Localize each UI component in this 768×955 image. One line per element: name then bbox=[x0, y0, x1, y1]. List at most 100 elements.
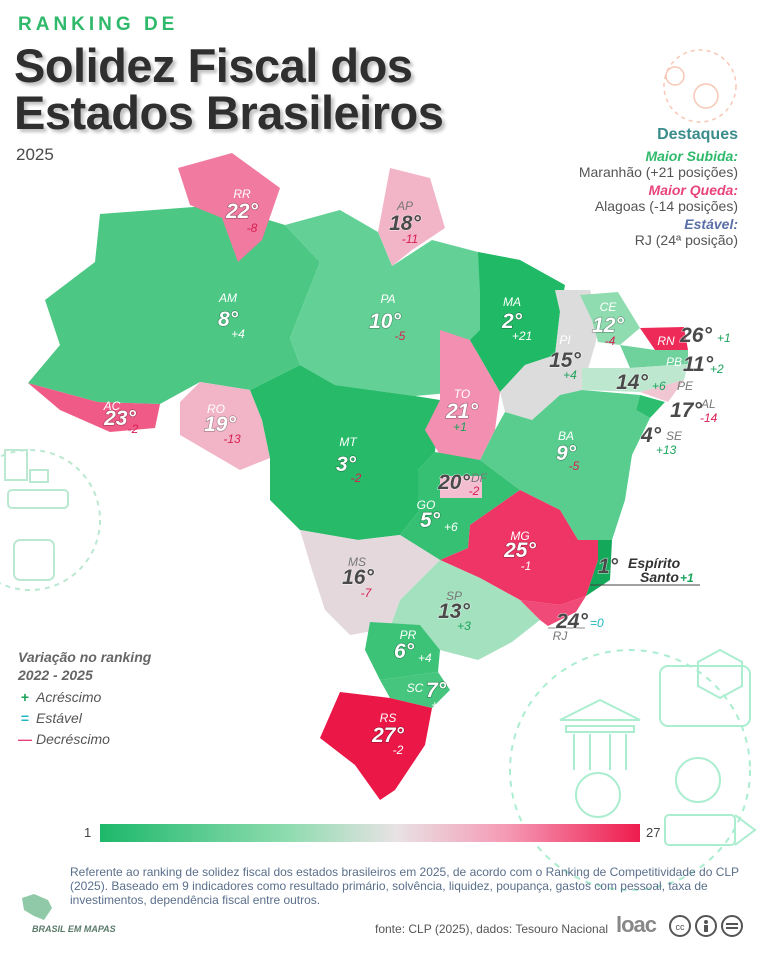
state-ba bbox=[480, 390, 650, 540]
footnote: Referente ao ranking de solidez fiscal d… bbox=[70, 865, 739, 907]
legend-title-2: 2022 - 2025 bbox=[18, 667, 93, 683]
label-ma-abbr: MA bbox=[503, 295, 521, 309]
label-ba-change: -5 bbox=[569, 459, 580, 473]
decorative-city-icon bbox=[0, 449, 101, 591]
state-rn bbox=[640, 327, 688, 350]
state-sc bbox=[380, 672, 450, 708]
state-rs bbox=[320, 692, 432, 800]
fall-value: Alagoas (-14 posições) bbox=[594, 198, 738, 214]
label-ro-change: -13 bbox=[223, 432, 241, 446]
scale-max-label: 27 bbox=[646, 825, 661, 840]
label-ap-rank: 18° bbox=[389, 212, 421, 235]
label-ac-change: -2 bbox=[128, 422, 139, 436]
label-ba-abbr: BA bbox=[558, 429, 574, 443]
label-rr-abbr: RR bbox=[233, 187, 251, 201]
label-go-rank: 5° bbox=[420, 509, 441, 532]
label-ce-rank: 12° bbox=[592, 314, 624, 337]
state-mg bbox=[440, 490, 612, 605]
label-to-change: +1 bbox=[453, 420, 467, 434]
state-al bbox=[640, 380, 684, 402]
state-pb bbox=[620, 345, 688, 368]
rise-value: Maranhão (+21 posições) bbox=[578, 164, 738, 180]
label-pr-change: +4 bbox=[418, 651, 432, 665]
label-sc-abbr: SC bbox=[407, 681, 424, 695]
label-pe-change: +6 bbox=[652, 379, 666, 393]
publisher-logo: loac bbox=[616, 912, 657, 937]
state-ma bbox=[470, 252, 565, 392]
label-sp-abbr: SP bbox=[446, 589, 462, 603]
label-rn-abbr: RN bbox=[657, 334, 675, 348]
label-mg-abbr: MG bbox=[510, 529, 529, 543]
label-es-name2: Santo bbox=[640, 569, 679, 585]
state-rj bbox=[520, 596, 586, 626]
label-rs-rank: 27° bbox=[371, 724, 404, 747]
label-pb-abbr: PB bbox=[666, 355, 682, 369]
legend-title-1: Variação no ranking bbox=[18, 649, 152, 665]
label-ro-rank: 19° bbox=[204, 413, 236, 436]
label-ba-rank: 9° bbox=[556, 442, 577, 465]
label-mt-change: -2 bbox=[351, 471, 362, 485]
state-pr bbox=[365, 622, 440, 680]
decorative-finance-icon bbox=[663, 49, 737, 123]
legend-label-stable: Estável bbox=[36, 710, 82, 726]
label-ma-rank: 2° bbox=[501, 310, 523, 333]
state-pe bbox=[582, 364, 688, 392]
year-label: 2025 bbox=[16, 145, 54, 164]
brand-name: BRASIL EM MAPAS bbox=[32, 924, 116, 934]
label-mt-rank: 3° bbox=[336, 453, 357, 476]
label-am-rank: 8° bbox=[218, 308, 239, 331]
label-pb-change: +2 bbox=[710, 362, 724, 376]
label-ms-rank: 16° bbox=[342, 566, 374, 589]
label-go-abbr: GO bbox=[417, 498, 436, 512]
state-sp bbox=[390, 560, 540, 660]
label-rr-change: -8 bbox=[247, 221, 258, 235]
legend-label-increase: Acréscimo bbox=[36, 689, 102, 705]
state-ro bbox=[180, 382, 270, 470]
color-scale-bar bbox=[100, 824, 640, 842]
highlights-panel: Destaques Maior Subida: Maranhão (+21 po… bbox=[478, 126, 738, 250]
label-es-change: +1 bbox=[680, 571, 694, 585]
label-sp-change: +3 bbox=[457, 619, 471, 633]
label-rn-rank: 26° bbox=[679, 324, 712, 347]
rise-label: Maior Subida: bbox=[645, 148, 738, 164]
highlights-heading: Destaques bbox=[657, 126, 738, 143]
scale-min-label: 1 bbox=[84, 825, 92, 840]
state-mt bbox=[250, 365, 440, 540]
label-sp-rank: 13° bbox=[438, 600, 470, 623]
label-df-abbr: DF bbox=[471, 471, 488, 485]
stable-value: RJ (24ª posição) bbox=[634, 232, 738, 248]
brazil-outline-logo bbox=[22, 894, 52, 920]
label-df-change: -2 bbox=[469, 484, 480, 498]
label-ac-abbr: AC bbox=[103, 399, 121, 413]
creative-commons-icon: cc bbox=[669, 915, 743, 937]
state-df bbox=[440, 476, 482, 498]
label-rn-change: +1 bbox=[717, 331, 731, 345]
label-pi-change: +4 bbox=[563, 368, 577, 382]
state-ap bbox=[378, 168, 445, 266]
label-to-abbr: TO bbox=[454, 387, 470, 401]
legend-item-stable: = Estável bbox=[18, 710, 151, 726]
label-am-abbr: AM bbox=[218, 291, 237, 305]
label-se-abbr: SE bbox=[666, 429, 683, 443]
label-mg-rank: 25° bbox=[503, 539, 536, 562]
state-rr bbox=[178, 153, 280, 262]
label-pr-abbr: PR bbox=[400, 628, 417, 642]
label-ms-abbr: MS bbox=[348, 555, 366, 569]
legend-label-decrease: Decréscimo bbox=[36, 731, 110, 747]
label-go-change: +6 bbox=[444, 520, 458, 534]
decorative-bank-icon bbox=[509, 648, 757, 891]
label-pi-rank: 15° bbox=[549, 349, 581, 372]
label-pa-abbr: PA bbox=[380, 292, 395, 306]
state-es bbox=[586, 540, 612, 596]
state-ms bbox=[300, 530, 440, 635]
legend-item-increase: + Acréscimo bbox=[18, 689, 151, 705]
label-rr-rank: 22° bbox=[225, 200, 258, 223]
label-al-rank: 17° bbox=[670, 399, 702, 422]
label-rs-abbr: RS bbox=[380, 711, 397, 725]
label-sc-rank: 7° bbox=[426, 679, 447, 702]
label-ap-change: -11 bbox=[402, 232, 418, 246]
equals-icon: = bbox=[20, 710, 30, 726]
label-mg-change: -1 bbox=[521, 559, 532, 573]
state-ce bbox=[580, 292, 640, 345]
